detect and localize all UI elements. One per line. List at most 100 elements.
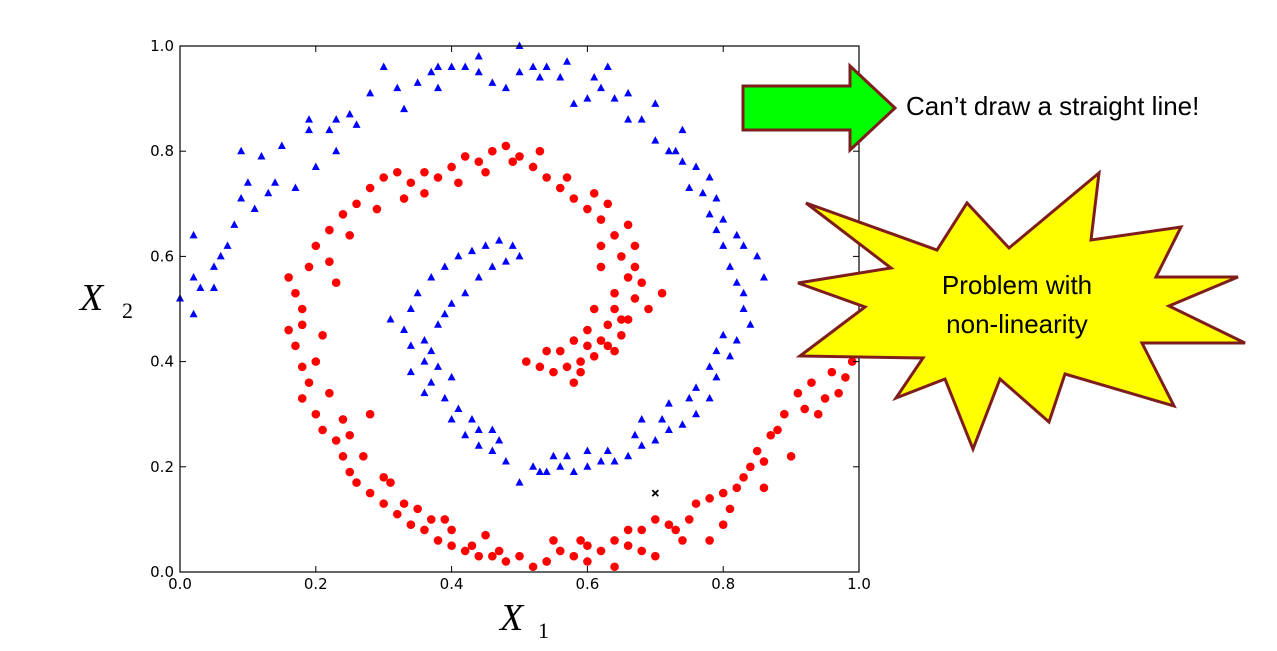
red-circle-point — [447, 162, 456, 172]
y-tick-label: 0.0 — [150, 563, 174, 581]
blue-triangle-point — [583, 94, 592, 102]
red-circle-point — [671, 525, 680, 535]
red-circle-point — [678, 536, 687, 545]
red-circle-point — [379, 473, 389, 482]
blue-triangle-point — [406, 341, 415, 349]
blue-triangle-point — [739, 241, 748, 249]
red-circle-point — [596, 215, 606, 224]
red-circle-point — [379, 499, 389, 508]
blue-triangle-point — [719, 215, 728, 223]
blue-triangle-point — [461, 62, 470, 71]
blue-triangle-point — [637, 414, 646, 423]
red-circle-point — [569, 336, 579, 345]
blue-triangle-point — [277, 141, 286, 149]
red-circle-point — [813, 409, 823, 419]
red-circle-point — [576, 367, 585, 377]
red-circle-point — [311, 357, 321, 366]
red-circle-point — [549, 367, 558, 377]
blue-triangle-point — [692, 383, 701, 391]
blue-triangle-point — [685, 393, 694, 402]
blue-triangle-point — [501, 457, 510, 465]
blue-triangle-point — [651, 436, 660, 444]
red-circle-point — [834, 388, 843, 398]
red-circle-point — [284, 325, 293, 335]
red-circle-point — [528, 162, 538, 172]
red-circle-point — [583, 204, 592, 214]
red-circle-point — [433, 536, 443, 545]
red-circle-point — [637, 525, 647, 535]
blue-triangle-point — [454, 251, 463, 260]
red-circle-point — [420, 525, 429, 535]
red-circle-point — [433, 173, 443, 182]
blue-triangle-point — [590, 73, 599, 81]
red-circle-point — [589, 352, 599, 361]
red-circle-point — [589, 304, 599, 314]
blue-triangle-point — [678, 125, 687, 134]
blue-triangle-point — [495, 436, 504, 444]
red-circle-point — [637, 278, 647, 288]
red-circle-point — [786, 451, 796, 461]
red-circle-point — [644, 304, 653, 314]
blue-triangle-point — [563, 57, 572, 65]
blue-triangle-point — [739, 304, 748, 312]
blue-triangle-point — [535, 73, 544, 81]
blue-triangle-point — [508, 241, 517, 249]
red-circle-point — [555, 183, 565, 193]
blue-triangle-point — [209, 283, 218, 291]
red-circle-point — [379, 173, 389, 182]
red-circle-point — [603, 199, 613, 209]
blue-triangle-point — [515, 67, 524, 76]
y-tick-label: 0.8 — [150, 142, 174, 160]
blue-triangle-point — [596, 457, 605, 465]
ticks-layer: 0.00.0 0.2 0.2 0.4 0.4 0.6 0.6 0.8 0.8 1.0 1.0 — [150, 37, 871, 593]
blue-triangle-point — [488, 446, 497, 455]
red-circle-point — [610, 536, 619, 545]
blue-triangle-point — [447, 372, 456, 381]
blue-triangle-point — [461, 288, 470, 297]
blue-triangle-point — [447, 414, 456, 423]
x-marker-point — [651, 489, 659, 497]
blue-triangle-point — [759, 272, 768, 281]
red-circle-point — [752, 446, 762, 456]
blue-triangle-point — [189, 230, 198, 239]
red-circle-point — [481, 167, 490, 177]
red-circle-point — [617, 315, 626, 324]
blue-triangle-point — [678, 420, 687, 428]
blue-triangle-point — [692, 162, 701, 170]
red-circle-point — [325, 388, 334, 398]
red-circle-point — [555, 546, 565, 556]
red-circle-point — [583, 325, 592, 335]
blue-triangle-point — [515, 478, 524, 486]
blue-triangle-point — [189, 272, 198, 281]
blue-triangle-point — [624, 451, 633, 460]
blue-triangle-point — [725, 262, 734, 270]
red-circle-point — [576, 536, 585, 545]
x-tick-label: 0.8 — [711, 575, 735, 593]
red-circle-point — [759, 457, 769, 466]
arrow-callout-text: Can’t draw a straight line! — [906, 91, 1199, 121]
red-circle-point — [766, 430, 776, 440]
x-axis-subscript: 1 — [538, 618, 549, 643]
red-circle-point — [535, 362, 545, 372]
blue-triangle-point — [440, 262, 449, 270]
red-circle-point — [569, 551, 579, 561]
red-circle-point — [562, 362, 572, 372]
blue-triangle-point — [610, 94, 619, 102]
blue-triangle-point — [305, 115, 314, 123]
red-circle-point — [515, 152, 524, 161]
red-circle-point — [345, 231, 355, 240]
red-circle-point — [284, 273, 293, 282]
blue-triangle-point — [434, 320, 443, 328]
blue-triangle-point — [461, 430, 470, 439]
blue-triangle-point — [332, 115, 341, 123]
blue-triangle-point — [481, 241, 490, 249]
blue-triangle-point — [624, 115, 633, 123]
blue-triangle-point — [542, 62, 551, 71]
red-circle-point — [528, 562, 538, 572]
red-circle-point — [399, 194, 409, 203]
blue-triangle-point — [678, 157, 687, 165]
right-arrow-icon — [741, 62, 898, 154]
blue-triangle-point — [386, 315, 395, 323]
red-circle-point — [603, 341, 613, 351]
red-circle-point — [841, 373, 850, 382]
